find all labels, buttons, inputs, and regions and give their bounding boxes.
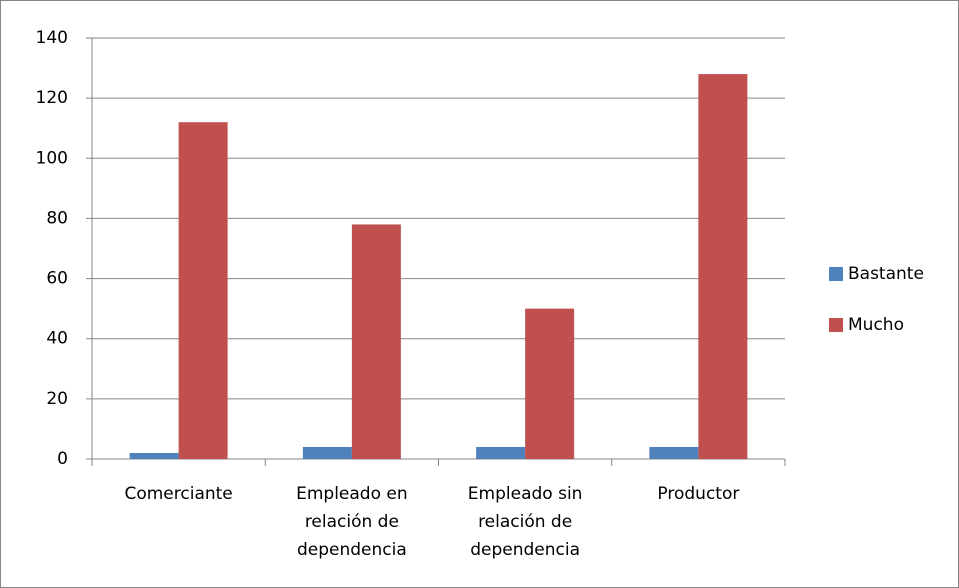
bar: [525, 308, 575, 459]
legend-label: Mucho: [848, 315, 904, 335]
x-tick-label: Empleado sin relación de dependencia: [467, 484, 583, 560]
bar: [178, 122, 228, 459]
bar: [351, 224, 401, 459]
y-tick-label: 20: [46, 389, 68, 409]
bar: [476, 446, 526, 459]
y-tick-label: 80: [46, 208, 68, 228]
y-tick-label: 120: [36, 88, 68, 108]
x-tick-label: Productor: [657, 484, 740, 504]
y-tick-label: 100: [36, 148, 68, 168]
legend-label: Bastante: [848, 264, 924, 284]
bar: [698, 74, 748, 459]
bar: [129, 452, 179, 459]
legend-swatch: [829, 318, 843, 332]
legend-swatch: [829, 267, 843, 281]
bar: [649, 446, 699, 459]
bar: [302, 446, 352, 459]
y-tick-label: 60: [46, 269, 68, 289]
y-tick-label: 0: [57, 449, 68, 469]
x-tick-label: Empleado en relación de dependencia: [296, 484, 408, 560]
y-tick-label: 40: [46, 329, 68, 349]
x-tick-label: Comerciante: [124, 484, 233, 504]
y-tick-label: 140: [36, 28, 68, 48]
